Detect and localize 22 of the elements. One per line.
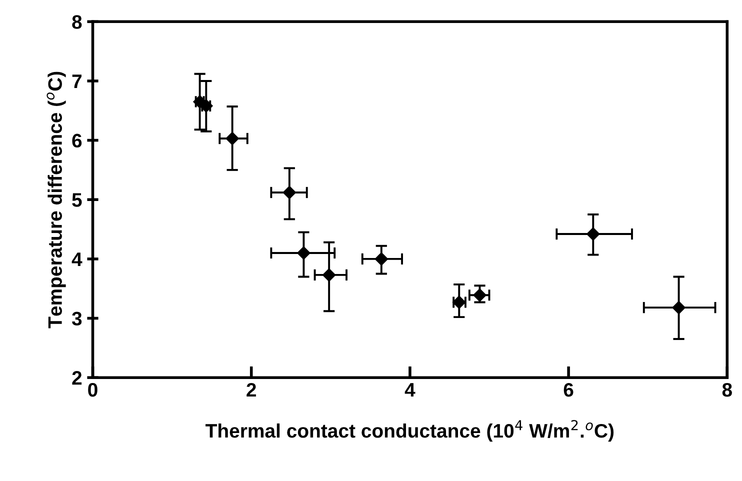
x-tick-label: 8 <box>722 382 732 397</box>
point <box>672 300 686 314</box>
y-tick-label: 4 <box>72 252 82 266</box>
x-tick-label: 4 <box>404 383 416 397</box>
x-tick-label: 6 <box>564 382 574 397</box>
point <box>322 268 336 282</box>
y-tick-label: 5 <box>72 193 82 207</box>
point <box>586 227 600 241</box>
y-tick-label: 7 <box>72 74 82 88</box>
y-tick-label: 3 <box>72 312 82 326</box>
y-tick-label: 6 <box>72 134 82 148</box>
point <box>226 132 239 146</box>
y-tick-label: 2 <box>72 371 82 385</box>
y-tick-label: 8 <box>72 15 82 29</box>
x-axis-title: Thermal contact conductance (10$^{4}$ W/m$^{2}$.$^{o}$C) <box>206 420 614 442</box>
point <box>473 288 486 302</box>
point <box>374 252 388 266</box>
point <box>282 186 296 200</box>
x-tick-label: 0 <box>88 382 98 397</box>
point <box>297 246 310 260</box>
y-axis-title: Temperature difference ($^{o}$C) <box>46 72 66 328</box>
x-tick-label: 2 <box>246 382 256 397</box>
